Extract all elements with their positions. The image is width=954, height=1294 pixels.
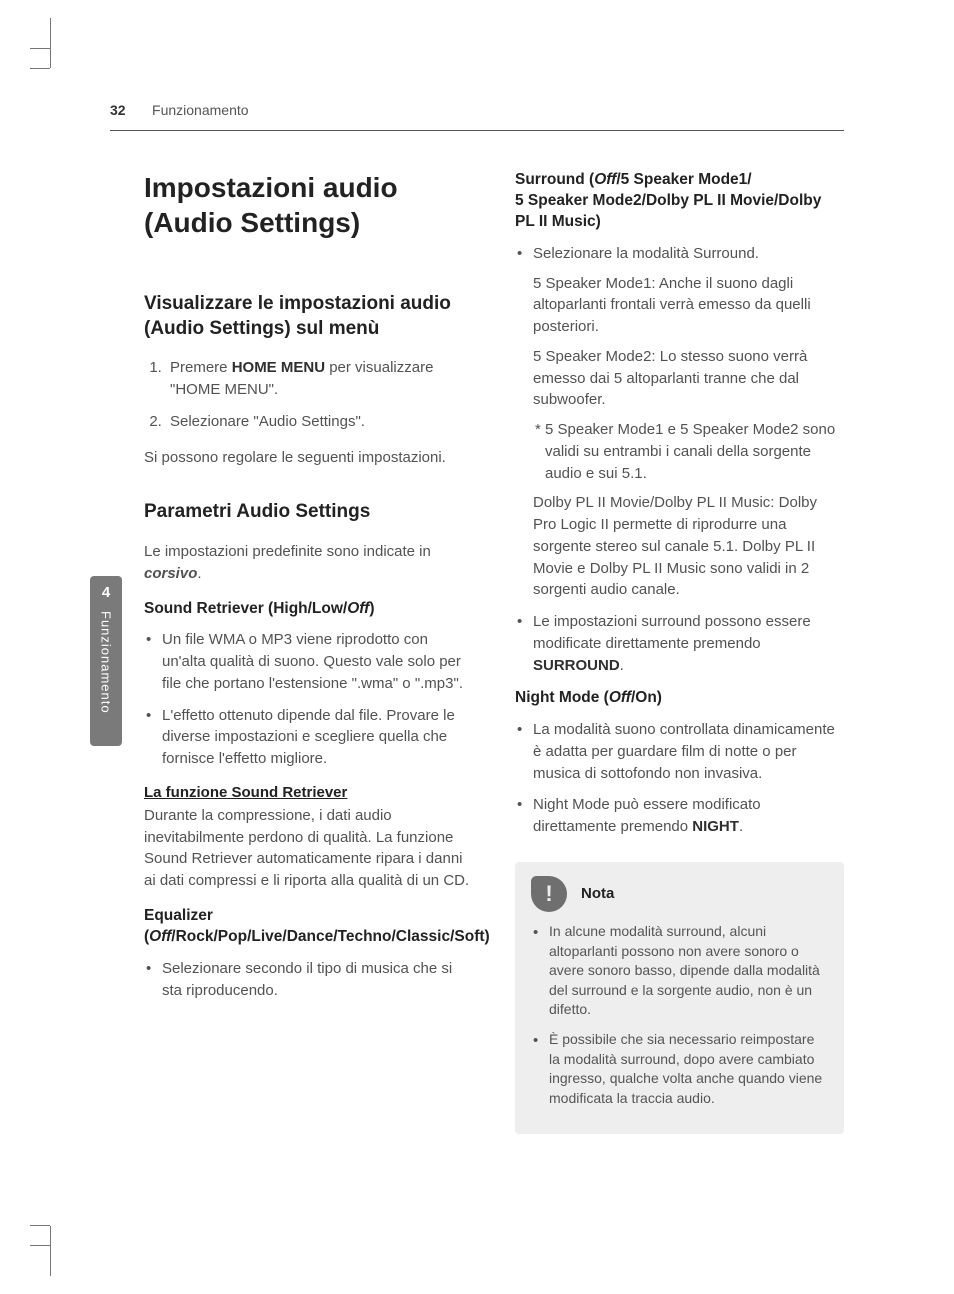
heading-funzione-sr: La funzione Sound Retriever xyxy=(144,784,473,801)
list-item: Selezionare secondo il tipo di musica ch… xyxy=(144,958,473,1002)
right-column: Surround (Off/5 Speaker Mode1/5 Speaker … xyxy=(515,170,844,1134)
left-column: Impostazioni audio (Audio Settings) Visu… xyxy=(144,170,473,1134)
step-2: Selezionare "Audio Settings". xyxy=(166,411,473,433)
side-tab: 4 Funzionamento xyxy=(90,576,122,746)
note-label: Nota xyxy=(581,885,614,902)
note-item: In alcune modalità surround, alcuni alto… xyxy=(531,922,828,1020)
list-item: Selezionare la modalità Surround. 5 Spea… xyxy=(515,243,844,601)
page-number: 32 xyxy=(110,102,126,118)
heading-equalizer: Equalizer (Off/Rock/Pop/Live/Dance/Techn… xyxy=(144,906,473,948)
sound-retriever-list: Un file WMA o MP3 viene riprodotto con u… xyxy=(144,629,473,770)
content-area: Impostazioni audio (Audio Settings) Visu… xyxy=(144,170,844,1134)
sub-paragraph: Dolby PL II Movie/Dolby PL II Music: Dol… xyxy=(533,492,844,601)
main-title: Impostazioni audio (Audio Settings) xyxy=(144,170,473,240)
page-header: 32 Funzionamento xyxy=(110,102,844,131)
list-item: L'effetto ottenuto dipende dal file. Pro… xyxy=(144,705,473,770)
step-1: Premere HOME MENU per visualizzare "HOME… xyxy=(166,357,473,401)
paragraph-predefinite: Le impostazioni predefinite sono indicat… xyxy=(144,541,473,585)
heading-visualizzare: Visualizzare le impostazioni audio (Audi… xyxy=(144,292,473,341)
heading-surround: Surround (Off/5 Speaker Mode1/5 Speaker … xyxy=(515,170,844,233)
asterisk-note: * 5 Speaker Mode1 e 5 Speaker Mode2 sono… xyxy=(533,419,844,484)
night-mode-list: La modalità suono controllata dinamicame… xyxy=(515,719,844,838)
note-list: In alcune modalità surround, alcuni alto… xyxy=(531,922,828,1108)
header-section-label: Funzionamento xyxy=(152,102,249,118)
list-item: La modalità suono controllata dinamicame… xyxy=(515,719,844,784)
heading-sound-retriever: Sound Retriever (High/Low/Off) xyxy=(144,599,473,620)
list-item: Le impostazioni surround possono essere … xyxy=(515,611,844,676)
note-icon: ! xyxy=(531,876,567,912)
heading-parametri: Parametri Audio Settings xyxy=(144,500,473,525)
equalizer-list: Selezionare secondo il tipo di musica ch… xyxy=(144,958,473,1002)
paragraph-compressione: Durante la compressione, i dati audio in… xyxy=(144,805,473,892)
list-item: Un file WMA o MP3 viene riprodotto con u… xyxy=(144,629,473,694)
sub-paragraph: 5 Speaker Mode2: Lo stesso suono verrà e… xyxy=(533,346,844,411)
sub-paragraph: 5 Speaker Mode1: Anche il suono dagli al… xyxy=(533,273,844,338)
side-tab-number: 4 xyxy=(102,584,110,601)
note-item: È possibile che sia necessario reimposta… xyxy=(531,1030,828,1108)
steps-list: Premere HOME MENU per visualizzare "HOME… xyxy=(144,357,473,432)
note-box: ! Nota In alcune modalità surround, alcu… xyxy=(515,862,844,1134)
side-tab-label: Funzionamento xyxy=(99,611,114,714)
paragraph-regolare: Si possono regolare le seguenti impostaz… xyxy=(144,447,473,469)
list-item: Night Mode può essere modificato diretta… xyxy=(515,794,844,838)
heading-night-mode: Night Mode (Off/On) xyxy=(515,688,844,709)
note-header: ! Nota xyxy=(531,876,828,912)
surround-list: Selezionare la modalità Surround. 5 Spea… xyxy=(515,243,844,677)
